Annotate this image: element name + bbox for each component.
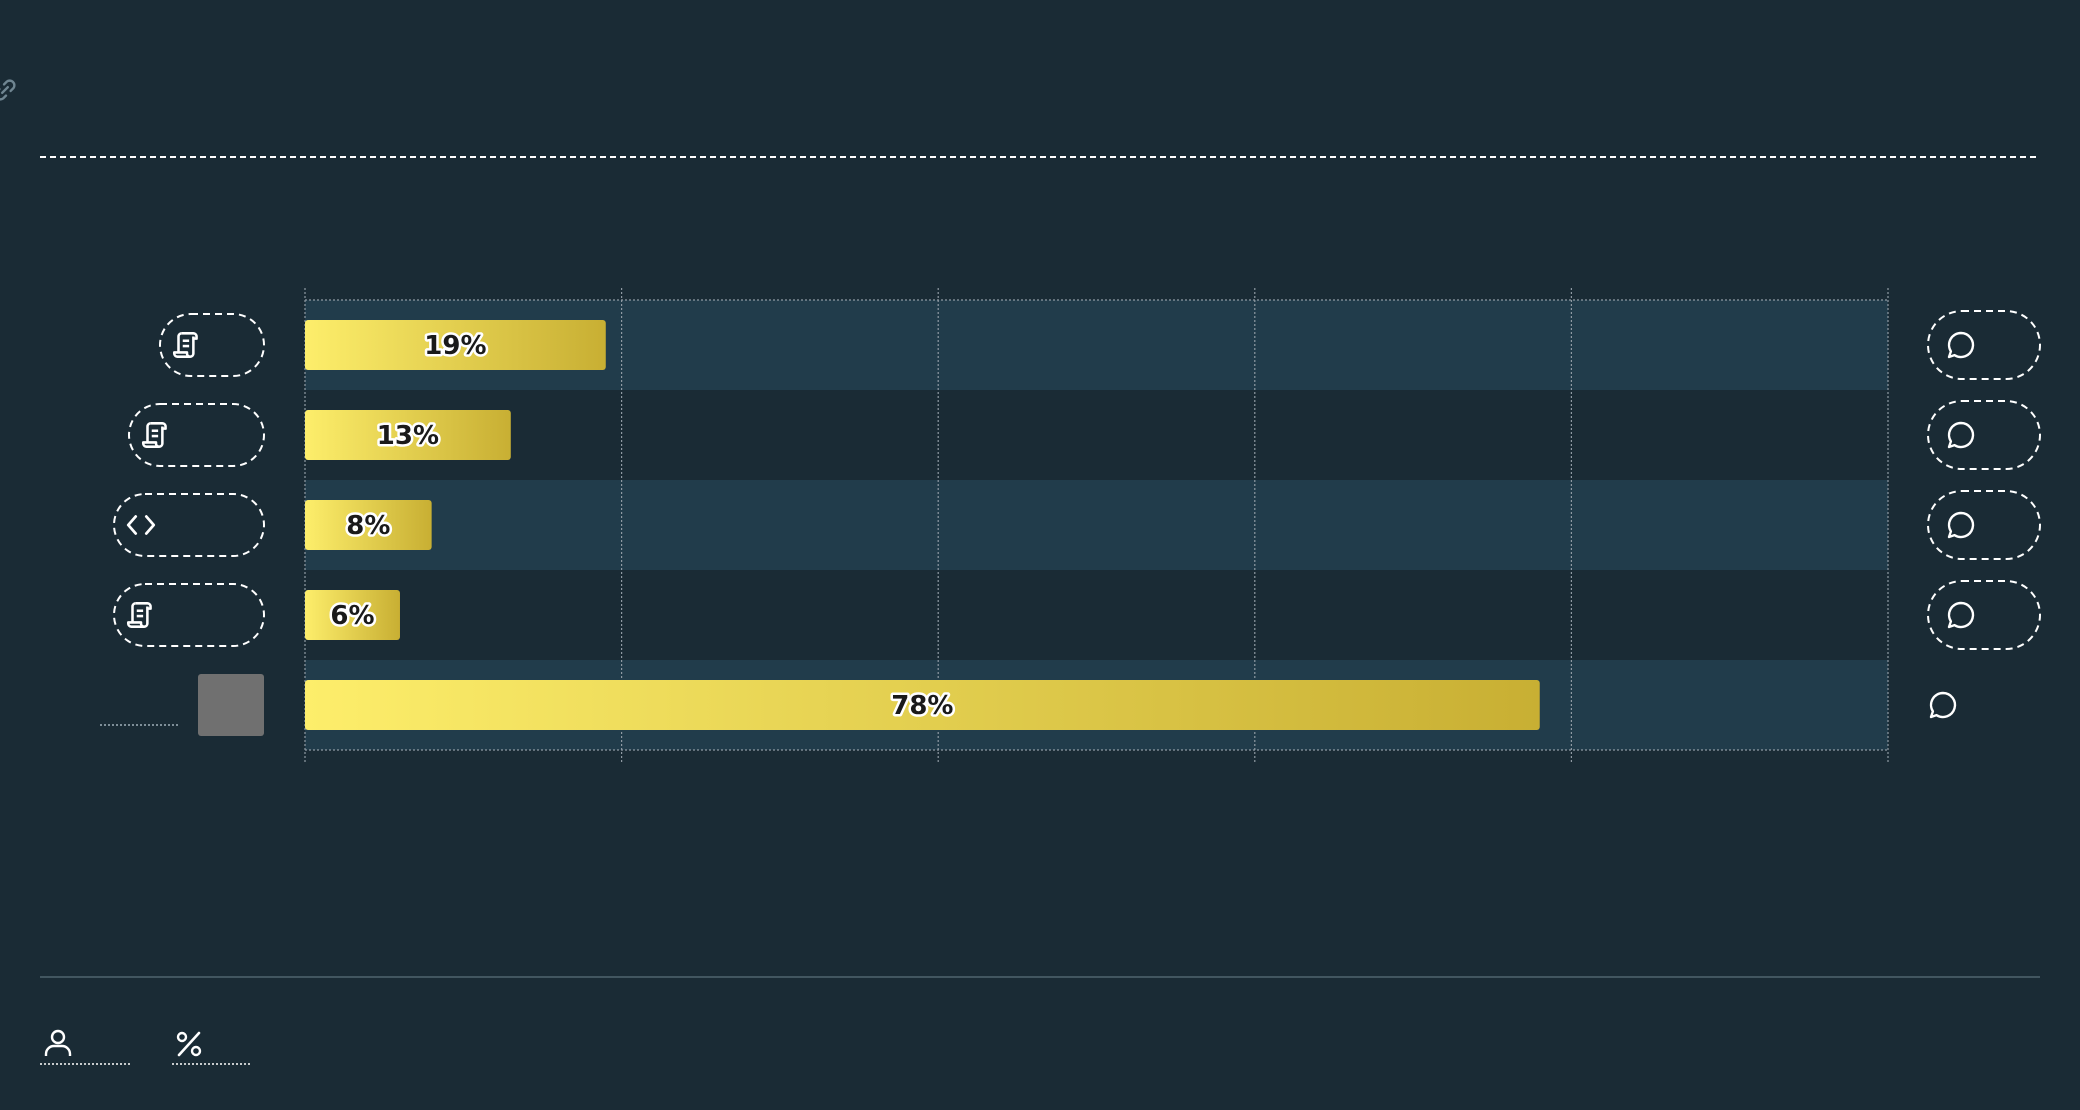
bar[interactable] xyxy=(305,410,511,460)
bar[interactable] xyxy=(305,680,1540,730)
category-placeholder-swatch xyxy=(198,674,264,736)
link-icon xyxy=(0,79,16,101)
bar-data-label: 6% xyxy=(330,601,374,631)
comment-pill[interactable] xyxy=(1927,580,2041,650)
code-icon xyxy=(126,515,156,535)
category-pill[interactable] xyxy=(159,313,265,377)
speech-bubble-icon xyxy=(1947,511,1975,539)
category-pill[interactable] xyxy=(113,493,265,557)
comment-pill[interactable] xyxy=(1927,490,2041,560)
bar-data-label: 8% xyxy=(346,511,390,541)
footer-item-user[interactable] xyxy=(40,1029,132,1065)
comment-pill[interactable] xyxy=(1927,400,2041,470)
bar-data-label: 78% xyxy=(891,691,953,721)
bar-data-label: 19% xyxy=(424,331,486,361)
bar[interactable] xyxy=(305,320,606,370)
speech-bubble-icon[interactable] xyxy=(1929,691,1957,719)
scroll-icon xyxy=(126,602,152,628)
bar-data-label: 13% xyxy=(377,421,439,451)
row-actions xyxy=(1927,310,2041,719)
category-labels xyxy=(100,313,265,736)
bar[interactable] xyxy=(305,500,432,550)
bar[interactable] xyxy=(305,590,400,640)
scroll-icon xyxy=(172,332,198,358)
user-icon xyxy=(44,1029,72,1058)
speech-bubble-icon xyxy=(1947,331,1975,359)
speech-bubble-icon xyxy=(1947,601,1975,629)
percent-icon xyxy=(176,1031,202,1057)
row-band xyxy=(305,480,1888,570)
footer-item-percent[interactable] xyxy=(172,1031,250,1065)
comment-pill[interactable] xyxy=(1927,310,2041,380)
bars: 19% 13% 8% 6% 78% xyxy=(305,320,1540,730)
category-pill[interactable] xyxy=(113,583,265,647)
speech-bubble-icon xyxy=(1947,421,1975,449)
scroll-icon xyxy=(141,422,167,448)
category-pill[interactable] xyxy=(128,403,265,467)
